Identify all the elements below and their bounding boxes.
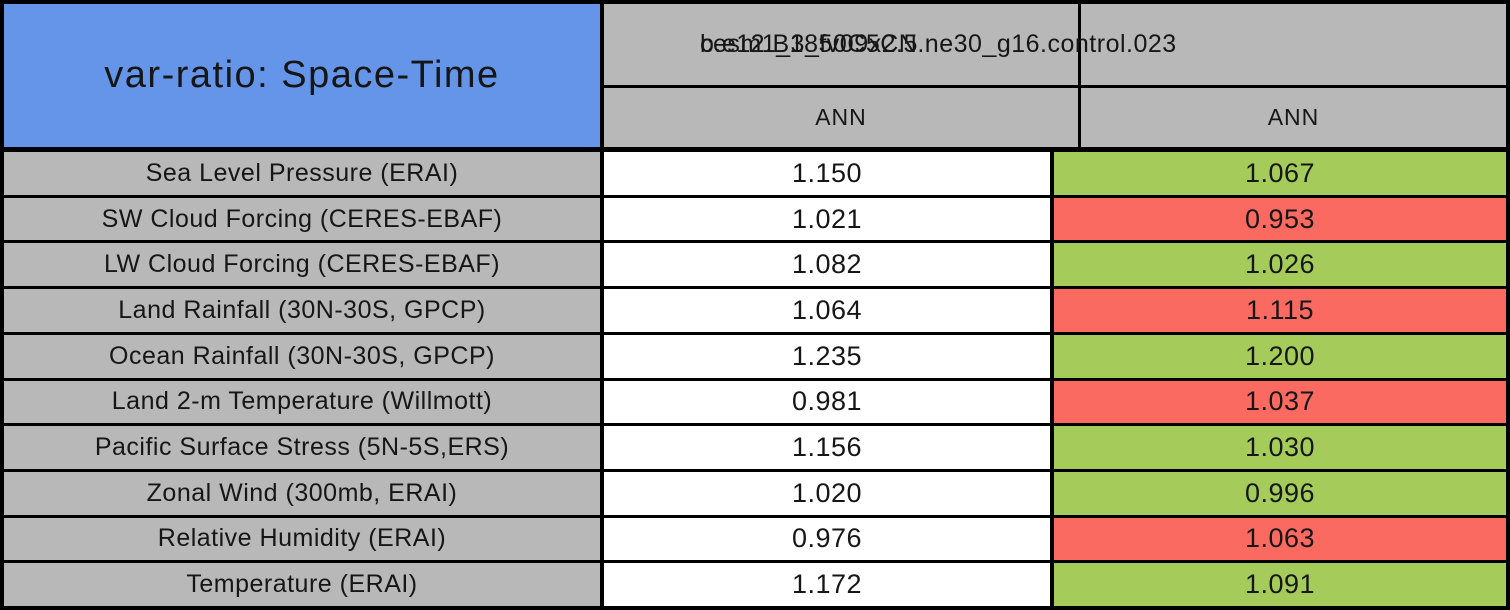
row-label: Sea Level Pressure (ERAI) [4,152,604,195]
test-value-cell: 1.021 [604,197,1054,241]
test-value-cell: 1.150 [604,152,1054,195]
table-row: Ocean Rainfall (30N-30S, GPCP) 1.235 1.200 [4,331,1506,378]
test-value-cell: 1.156 [604,426,1054,469]
table-row: Land 2-m Temperature (Willmott) 0.981 1.03… [4,377,1506,424]
table-row: LW Cloud Forcing (CERES-EBAF) 1.082 1.026 [4,240,1506,287]
control-value-cell: 1.067 [1054,152,1506,195]
row-label: SW Cloud Forcing (CERES-EBAF) [4,197,604,241]
header-column-divider [1078,4,1081,147]
control-value-cell: 1.063 [1054,517,1506,561]
row-label: Ocean Rainfall (30N-30S, GPCP) [4,334,604,378]
control-value-cell: 0.953 [1054,197,1506,241]
header-horizontal-divider [604,85,1506,88]
control-case-name: b.e12.B1850C5CN.ne30_g16.control.023 [700,30,1177,58]
control-value-cell: 1.030 [1054,426,1506,469]
season-header-control: ANN [1267,104,1320,130]
control-value-cell: 1.026 [1054,243,1506,287]
test-value-cell: 1.082 [604,243,1054,287]
row-label: Temperature (ERAI) [4,563,604,607]
row-label: Relative Humidity (ERAI) [4,517,604,561]
test-value-cell: 0.981 [604,380,1054,424]
table-row: Land Rainfall (30N-30S, GPCP) 1.064 1.115 [4,286,1506,332]
case-header-area: cesm1_3_fv09x2.5 b.e12.B1850C5CN.ne30_g1… [604,4,1506,147]
control-value-cell: 1.091 [1054,563,1506,607]
table-row: Temperature (ERAI) 1.172 1.091 [4,560,1506,607]
row-label: Land Rainfall (30N-30S, GPCP) [4,289,604,332]
control-value-cell: 1.115 [1054,289,1506,332]
test-value-cell: 1.064 [604,289,1054,332]
test-value-cell: 1.172 [604,563,1054,607]
control-value-cell: 1.200 [1054,334,1506,378]
row-label: Land 2-m Temperature (Willmott) [4,380,604,424]
table-row: Relative Humidity (ERAI) 0.976 1.063 [4,514,1506,561]
table-title-cell: var-ratio: Space-Time [4,4,604,147]
table-row: SW Cloud Forcing (CERES-EBAF) 1.021 0.953 [4,194,1506,241]
table-header: var-ratio: Space-Time cesm1_3_fv09x2.5 b… [4,4,1506,152]
control-value-cell: 1.037 [1054,380,1506,424]
page-title: var-ratio: Space-Time [104,54,500,96]
row-label: Pacific Surface Stress (5N-5S,ERS) [4,426,604,469]
table-row: Zonal Wind (300mb, ERAI) 1.020 0.996 [4,468,1506,515]
test-value-cell: 0.976 [604,517,1054,561]
test-value-cell: 1.235 [604,334,1054,378]
row-label: Zonal Wind (300mb, ERAI) [4,471,604,515]
table-body: Sea Level Pressure (ERAI) 1.150 1.067 SW Cl… [4,152,1506,607]
table-row: Pacific Surface Stress (5N-5S,ERS) 1.156 1… [4,423,1506,469]
test-value-cell: 1.020 [604,471,1054,515]
table-row: Sea Level Pressure (ERAI) 1.150 1.067 [4,152,1506,195]
row-label: LW Cloud Forcing (CERES-EBAF) [4,243,604,287]
test-case-name: cesm1_3_fv09x2.5 [700,30,918,58]
season-header-test: ANN [815,104,867,130]
control-value-cell: 0.996 [1054,471,1506,515]
